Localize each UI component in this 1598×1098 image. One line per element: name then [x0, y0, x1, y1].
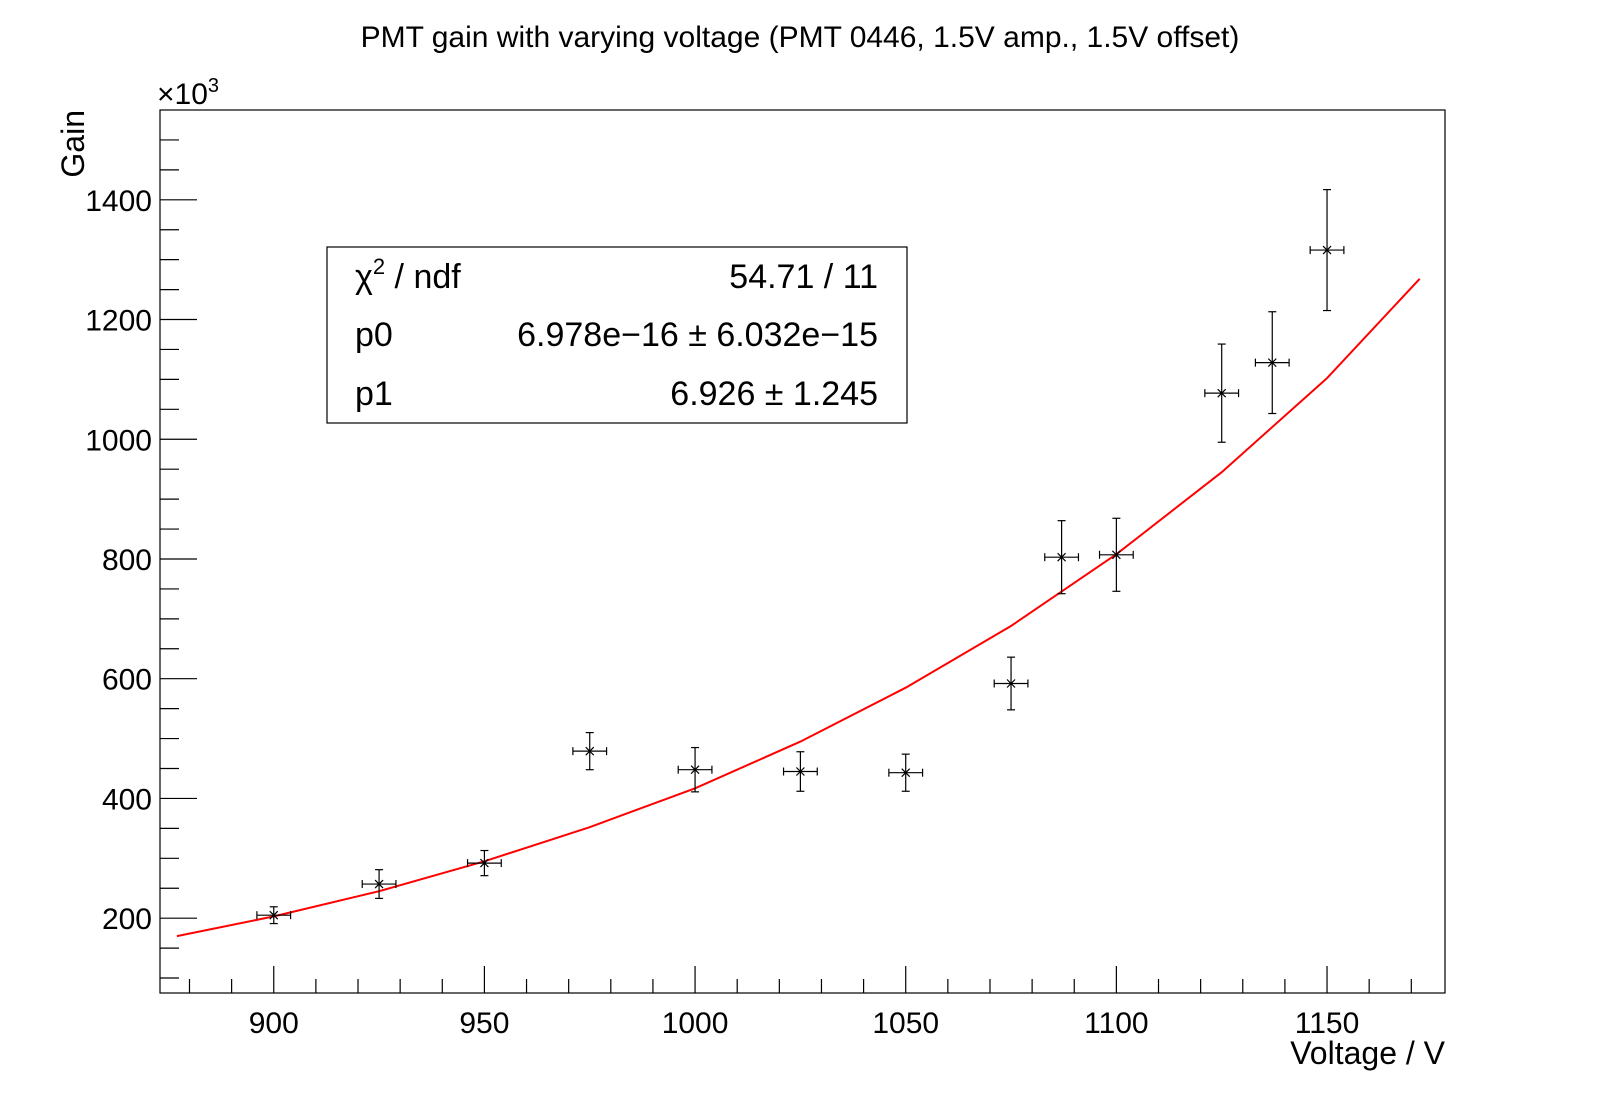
stats-row: p1 6.926 ± 1.245: [355, 375, 878, 413]
data-points: [256, 189, 1345, 925]
y-tick-label: 400: [102, 783, 152, 816]
data-point: [256, 906, 292, 925]
stats-row-value: 6.926 ± 1.245: [670, 375, 878, 413]
stats-row: p0 6.978e−16 ± 6.032e−15: [355, 316, 878, 354]
data-marker: [690, 765, 700, 775]
data-point: [888, 753, 924, 792]
data-point: [466, 849, 502, 877]
stats-row-value: 6.978e−16 ± 6.032e−15: [517, 316, 878, 354]
y-tick-label: 600: [102, 664, 152, 697]
x-axis-label: Voltage / V: [1290, 1035, 1445, 1071]
data-marker: [1111, 550, 1121, 560]
y-tick-label: 200: [102, 903, 152, 936]
data-point: [993, 656, 1029, 711]
stats-row-name: χ2 / ndf: [355, 254, 461, 296]
y-axis-label: Gain: [55, 110, 91, 178]
data-marker: [1217, 388, 1227, 398]
stats-row-value: 54.71 / 11: [729, 258, 878, 296]
stats-row-name: p0: [355, 316, 393, 354]
plot-frame: [159, 109, 1446, 994]
x-tick-label: 1150: [1295, 1007, 1360, 1040]
stats-row: χ2 / ndf 54.71 / 11: [355, 254, 878, 296]
data-point: [572, 731, 608, 771]
y-axis: 200 400 600 800 1000 1200 1400: [85, 139, 197, 979]
data-marker: [1006, 679, 1016, 688]
data-point: [361, 869, 397, 900]
y-multiplier-base: ×10: [157, 78, 208, 111]
x-tick-label: 950: [459, 1007, 509, 1040]
y-tick-label: 1000: [85, 424, 152, 457]
data-marker: [795, 767, 805, 776]
data-marker: [585, 746, 595, 756]
x-tick-label: 900: [249, 1007, 299, 1040]
x-tick-label: 1100: [1084, 1007, 1149, 1040]
stats-box: χ2 / ndf 54.71 / 11 p0 6.978e−16 ± 6.032e−1…: [326, 246, 908, 424]
x-tick-label: 1050: [872, 1007, 939, 1040]
data-marker: [1267, 358, 1277, 368]
chart-title: PMT gain with varying voltage (PMT 0446,…: [361, 21, 1240, 54]
y-tick-label: 800: [102, 544, 152, 577]
data-marker: [1057, 552, 1067, 562]
stats-box-frame: [326, 246, 908, 424]
x-tick-label: 1000: [662, 1007, 729, 1040]
data-marker: [374, 879, 384, 889]
data-point: [1309, 189, 1345, 312]
y-multiplier: ×103: [157, 75, 219, 111]
data-point: [1204, 343, 1240, 443]
y-tick-label: 1200: [85, 305, 152, 338]
x-axis: 900 950 1000 1050 1100 1150: [188, 966, 1412, 1040]
data-marker: [479, 858, 489, 868]
data-point: [1098, 517, 1134, 592]
data-point: [677, 746, 713, 793]
y-tick-label: 1400: [85, 185, 152, 218]
data-marker: [1322, 245, 1332, 255]
data-point: [1254, 311, 1290, 415]
data-point: [782, 751, 818, 792]
data-marker: [901, 768, 911, 778]
data-marker: [269, 910, 279, 920]
stats-row-name: p1: [355, 375, 393, 413]
y-multiplier-exponent: 3: [208, 75, 219, 97]
data-point: [1044, 520, 1080, 595]
